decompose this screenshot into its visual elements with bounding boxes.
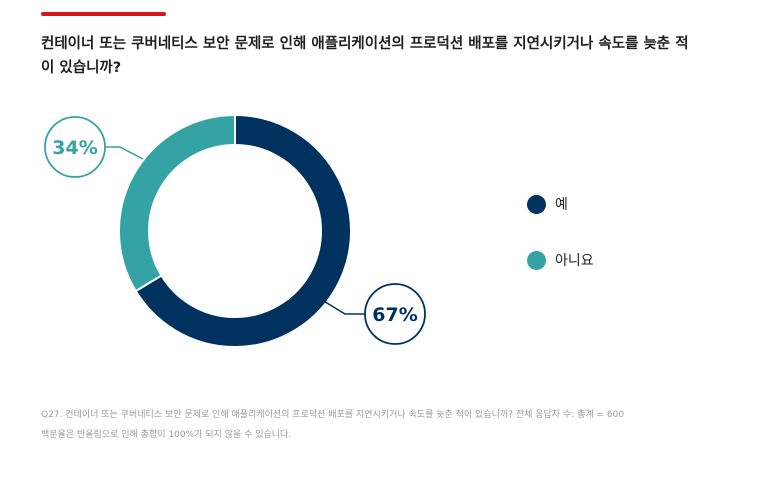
legend-label-yes: 예 [555, 197, 568, 213]
callouts: 67% 34% [44, 116, 426, 345]
legend-label-no: 아니요 [555, 253, 594, 269]
legend-item-yes: 예 [527, 192, 594, 216]
callout-no-bubble [44, 116, 106, 178]
slice-no [118, 113, 236, 293]
survey-question: 컨테이너 또는 쿠버네티스 보안 문제로 인해 애플리케이션의 프로덕션 배포를… [41, 36, 689, 76]
footnote-line-2: 백분율은 반올림으로 인해 총합이 100%가 되지 않을 수 있습니다. [41, 430, 292, 440]
callout-no-leader-line [105, 146, 144, 160]
footnote-line-1: Q27. 컨테이너 또는 쿠버네티스 보안 문제로 인해 애플리케이션의 프로덕… [41, 410, 625, 420]
chart-legend: 예 아니요 [527, 192, 594, 304]
donut-slices [118, 113, 352, 348]
callout-yes-bubble [364, 283, 426, 345]
slice-yes [134, 113, 352, 348]
legend-swatch-yes [527, 194, 546, 214]
legend-item-no: 아니요 [527, 248, 594, 272]
callout-no-value-label: 34% [52, 137, 97, 159]
callout-yes-leader-line [321, 299, 365, 315]
footnote: Q27. 컨테이너 또는 쿠버네티스 보안 문제로 인해 애플리케이션의 프로덕… [41, 405, 741, 445]
legend-swatch-no [527, 250, 546, 270]
accent-bar [41, 12, 166, 16]
callout-yes-value-label: 67% [372, 304, 417, 326]
